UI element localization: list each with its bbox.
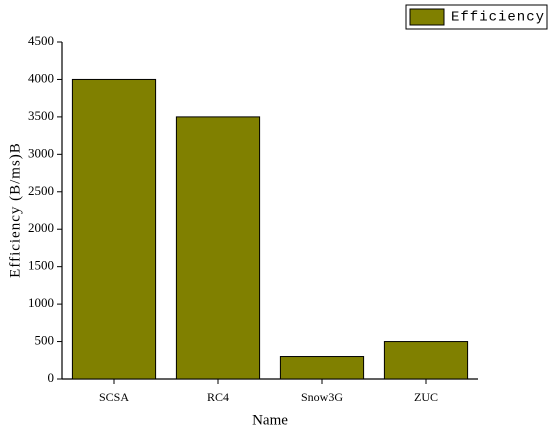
x-axis-label: Name — [252, 412, 288, 428]
y-tick-label: 0 — [48, 370, 55, 385]
bar — [279, 356, 365, 380]
bar — [175, 116, 261, 380]
y-tick-label: 1000 — [28, 295, 54, 310]
y-tick-label: 4500 — [28, 33, 54, 48]
x-tick-label: Snow3G — [301, 390, 343, 404]
y-tick-label: 2000 — [28, 220, 54, 235]
legend-swatch — [409, 8, 445, 26]
y-tick-label: 4000 — [28, 70, 54, 85]
legend-label: Efficiency — [451, 10, 545, 26]
y-tick-label: 1500 — [28, 258, 54, 273]
y-tick-label: 500 — [35, 333, 55, 348]
bar — [71, 78, 157, 380]
x-tick-label: RC4 — [207, 390, 229, 404]
y-tick-label: 2500 — [28, 183, 54, 198]
bar — [383, 341, 469, 380]
y-tick-label: 3500 — [28, 108, 54, 123]
y-tick-label: 3000 — [28, 145, 54, 160]
x-tick-label: ZUC — [414, 390, 438, 404]
x-tick-label: SCSA — [99, 390, 129, 404]
y-axis-label: Efficiency (B/ms)B — [7, 142, 23, 278]
